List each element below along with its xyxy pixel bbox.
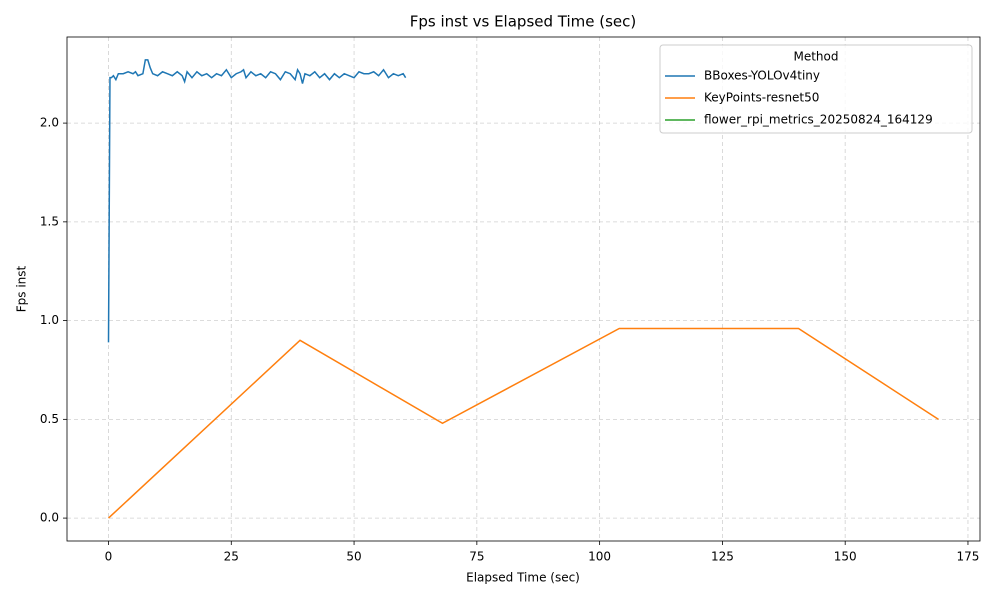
- x-tick-label: 175: [957, 550, 980, 564]
- chart-title: Fps inst vs Elapsed Time (sec): [410, 13, 637, 31]
- x-tick-label: 75: [469, 550, 484, 564]
- x-axis-label: Elapsed Time (sec): [466, 571, 580, 585]
- legend-label: BBoxes-YOLOv4tiny: [704, 69, 820, 83]
- x-tick-label: 0: [105, 550, 113, 564]
- data-line: [107, 59, 407, 343]
- x-tick-label: 125: [711, 550, 734, 564]
- legend-label: flower_rpi_metrics_20250824_164129: [704, 113, 933, 127]
- legend-title: Method: [793, 50, 838, 64]
- plot-frame: [66, 36, 981, 542]
- y-tick-label: 2.0: [40, 116, 59, 130]
- y-axis-label: Fps inst: [15, 265, 29, 312]
- y-tick-label: 0.5: [40, 412, 59, 426]
- x-tick-label: 25: [224, 550, 239, 564]
- x-tick-label: 100: [588, 550, 611, 564]
- data-line: [107, 327, 939, 519]
- legend-box: [659, 44, 973, 134]
- legend: Method BBoxes-YOLOv4tiny KeyPoints-resnet5…: [659, 44, 973, 134]
- legend-label: KeyPoints-resnet50: [704, 91, 819, 105]
- x-tick-label: 50: [346, 550, 361, 564]
- y-tick-label: 1.5: [40, 214, 59, 228]
- y-tick-label: 1.0: [40, 313, 59, 327]
- y-tick-label: 0.0: [40, 511, 59, 525]
- x-tick-label: 150: [834, 550, 857, 564]
